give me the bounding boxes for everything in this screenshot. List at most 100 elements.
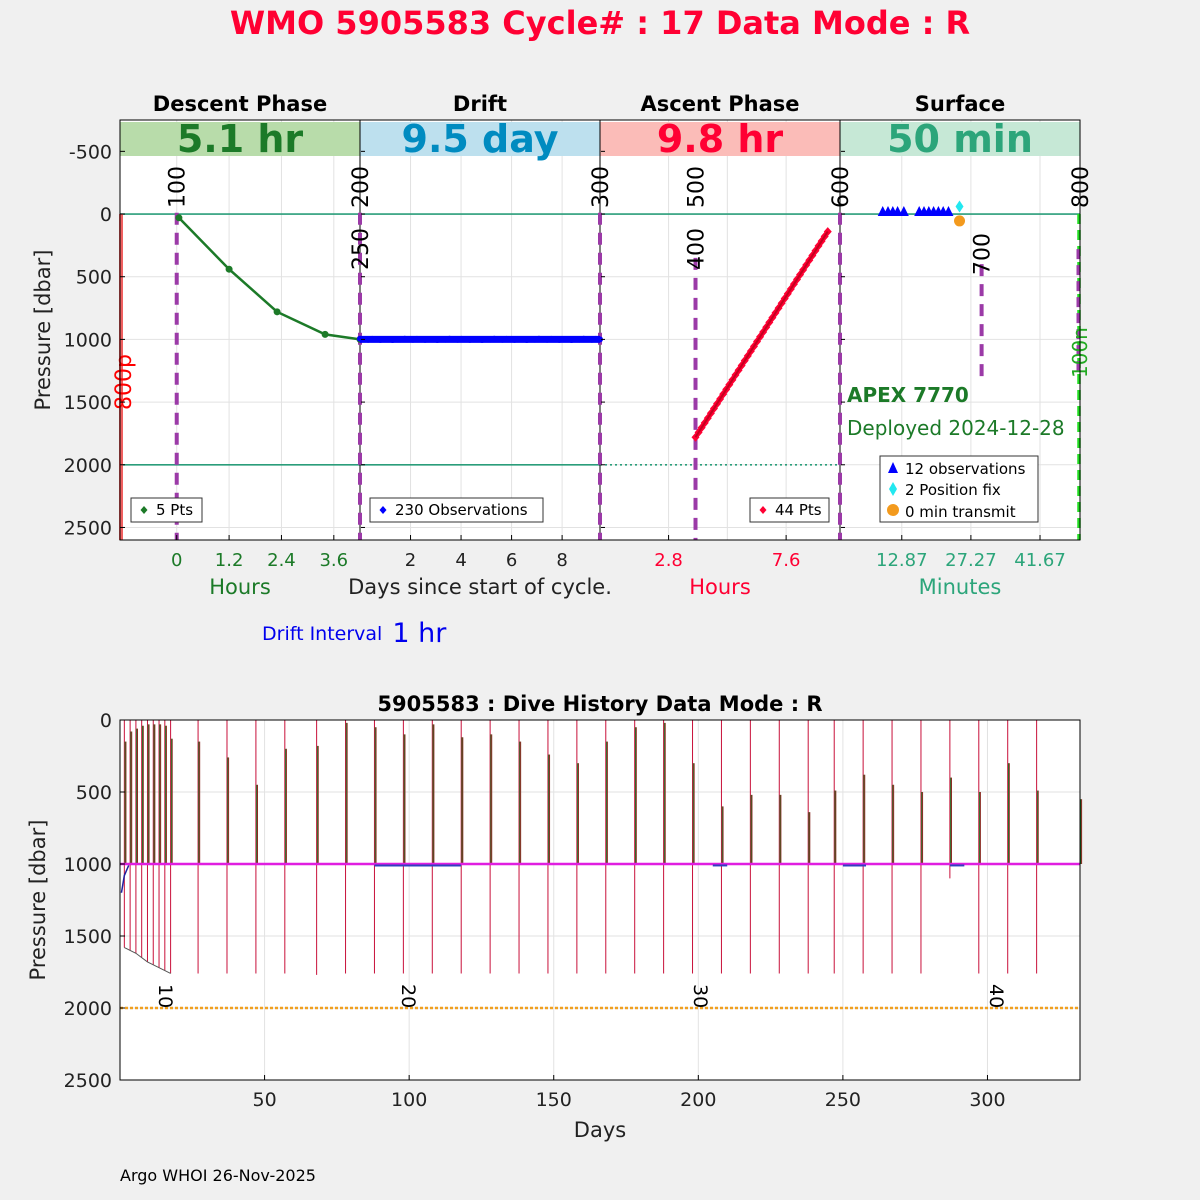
legend-surface-obs: 12 observations [905,460,1026,478]
bottom-xtick-label: 250 [825,1089,861,1111]
top-ytick-label: 0 [100,204,112,226]
top-ytick-label: 2500 [64,517,112,539]
duration-2: 9.8 hr [657,117,784,161]
history-early-trend [124,947,171,974]
top-ytick-label: 500 [76,267,112,289]
bottom-xtick-label: 300 [969,1089,1005,1111]
top-ytick-label: -500 [69,141,112,163]
top-xtick-label-0: 3.6 [319,550,348,571]
top-xtick-label-3: 12.87 [876,550,928,571]
history-cycle-label: 30 [689,984,711,1008]
top-xtick-label-1: 4 [455,550,466,571]
bottom-ytick-label: 2000 [64,998,112,1020]
duration-band-0 [120,122,360,156]
legend-surface-fix-marker [889,482,897,496]
top-ytick-label: 1500 [64,392,112,414]
top-ytick-label: 2000 [64,455,112,477]
transmit-point [954,215,966,227]
bottom-xlabel: Days [574,1118,626,1142]
top-xtick-label-1: 8 [556,550,567,571]
marker-label-200: 200 [349,166,374,208]
legend-descent-text: 5 Pts [156,501,193,519]
bottom-ytick-label: 500 [76,782,112,804]
descent-point [175,214,183,222]
descent-point [225,265,233,273]
bottom-title: 5905583 : Dive History Data Mode : R [377,692,822,716]
marker-label-600: 600 [829,166,854,208]
top-xtick-label-0: 0 [171,550,182,571]
ascent-line [694,231,829,438]
main-title: WMO 5905583 Cycle# : 17 Data Mode : R [229,4,971,42]
marker-label-300: 300 [589,166,614,208]
top-xtick-label-0: 1.2 [215,550,244,571]
bottom-ytick-label: 1500 [64,926,112,948]
marker-label-800: 800 [1069,166,1094,208]
bottom-xtick-label: 50 [252,1089,276,1111]
top-xtick-label-2: 2.8 [654,550,683,571]
legend-drift-text: 230 Observations [395,501,528,519]
descent-point [321,330,329,338]
bottom-plot-frame [119,719,1081,1081]
left-marker-label: 800p [112,354,137,410]
bottom-xtick-label: 150 [536,1089,572,1111]
top-xtick-label-0: 2.4 [267,550,296,571]
top-xtick-label-1: 6 [506,550,517,571]
position-fix [955,200,964,213]
top-xlabel-2: Hours [689,575,751,599]
history-cycle-label: 40 [985,984,1007,1008]
legend-drift-marker [379,506,387,514]
bottom-ytick-label: 0 [100,710,112,732]
legend-ascent-marker [759,506,767,514]
duration-band-2 [600,122,840,156]
legend-surface-obs-marker [888,462,898,473]
top-xtick-label-3: 41.67 [1014,550,1066,571]
top-plot-frame [119,119,1081,541]
marker-label-400: 400 [685,228,710,270]
history-initial-drift [120,865,130,893]
legend-surface-transmit: 0 min transmit [905,503,1016,521]
legend-drift-box [369,497,544,523]
bottom-xtick-label: 100 [391,1089,427,1111]
bottom-ytick-label: 2500 [64,1070,112,1092]
duration-band-1 [360,122,600,156]
top-xtick-label-1: 2 [405,550,416,571]
drift-interval: Drift Interval 1 hr [262,616,447,649]
marker-label-500: 500 [685,166,710,208]
duration-3: 50 min [887,117,1033,161]
panel-title-0: Descent Phase [153,92,327,116]
legend-surface-fix: 2 Position fix [905,481,1001,499]
drift-interval-value: 1 hr [392,618,447,649]
legend-ascent-text: 44 Pts [775,501,822,519]
panel-title-2: Ascent Phase [641,92,800,116]
duration-0: 5.1 hr [177,117,304,161]
deployed-date: Deployed 2024-12-28 [847,416,1065,440]
surface-observation [943,206,954,217]
descent-point [273,308,281,316]
panel-title-1: Drift [453,92,507,116]
top-xlabel-0: Hours [209,575,271,599]
bottom-plot-area [120,720,1080,1080]
duration-band-3 [840,122,1080,156]
drift-interval-label: Drift Interval [262,623,383,645]
history-cycle-label: 10 [154,984,176,1008]
bottom-ylabel: Pressure [dbar] [26,820,50,981]
top-xtick-label-3: 27.27 [945,550,997,571]
top-xlabel-3: Minutes [919,575,1002,599]
surface-observation [898,206,909,217]
marker-label-700: 700 [971,233,996,275]
legend-surface-box [879,455,1039,523]
top-ytick-label: 1000 [64,329,112,351]
top-xtick-label-2: 7.6 [772,550,801,571]
bottom-ytick-label: 1000 [64,854,112,876]
legend-surface-transmit-marker [887,504,899,516]
footer-credit: Argo WHOI 26-Nov-2025 [120,1166,316,1185]
panel-title-3: Surface [915,92,1005,116]
float-model: APEX 7770 [847,383,969,407]
drift-point [597,336,603,343]
history-cycle-label: 20 [397,984,419,1008]
legend-descent-marker [140,506,148,514]
marker-label-100: 100 [166,166,191,208]
top-ylabel: Pressure [dbar] [31,250,55,411]
duration-1: 9.5 day [402,117,559,161]
